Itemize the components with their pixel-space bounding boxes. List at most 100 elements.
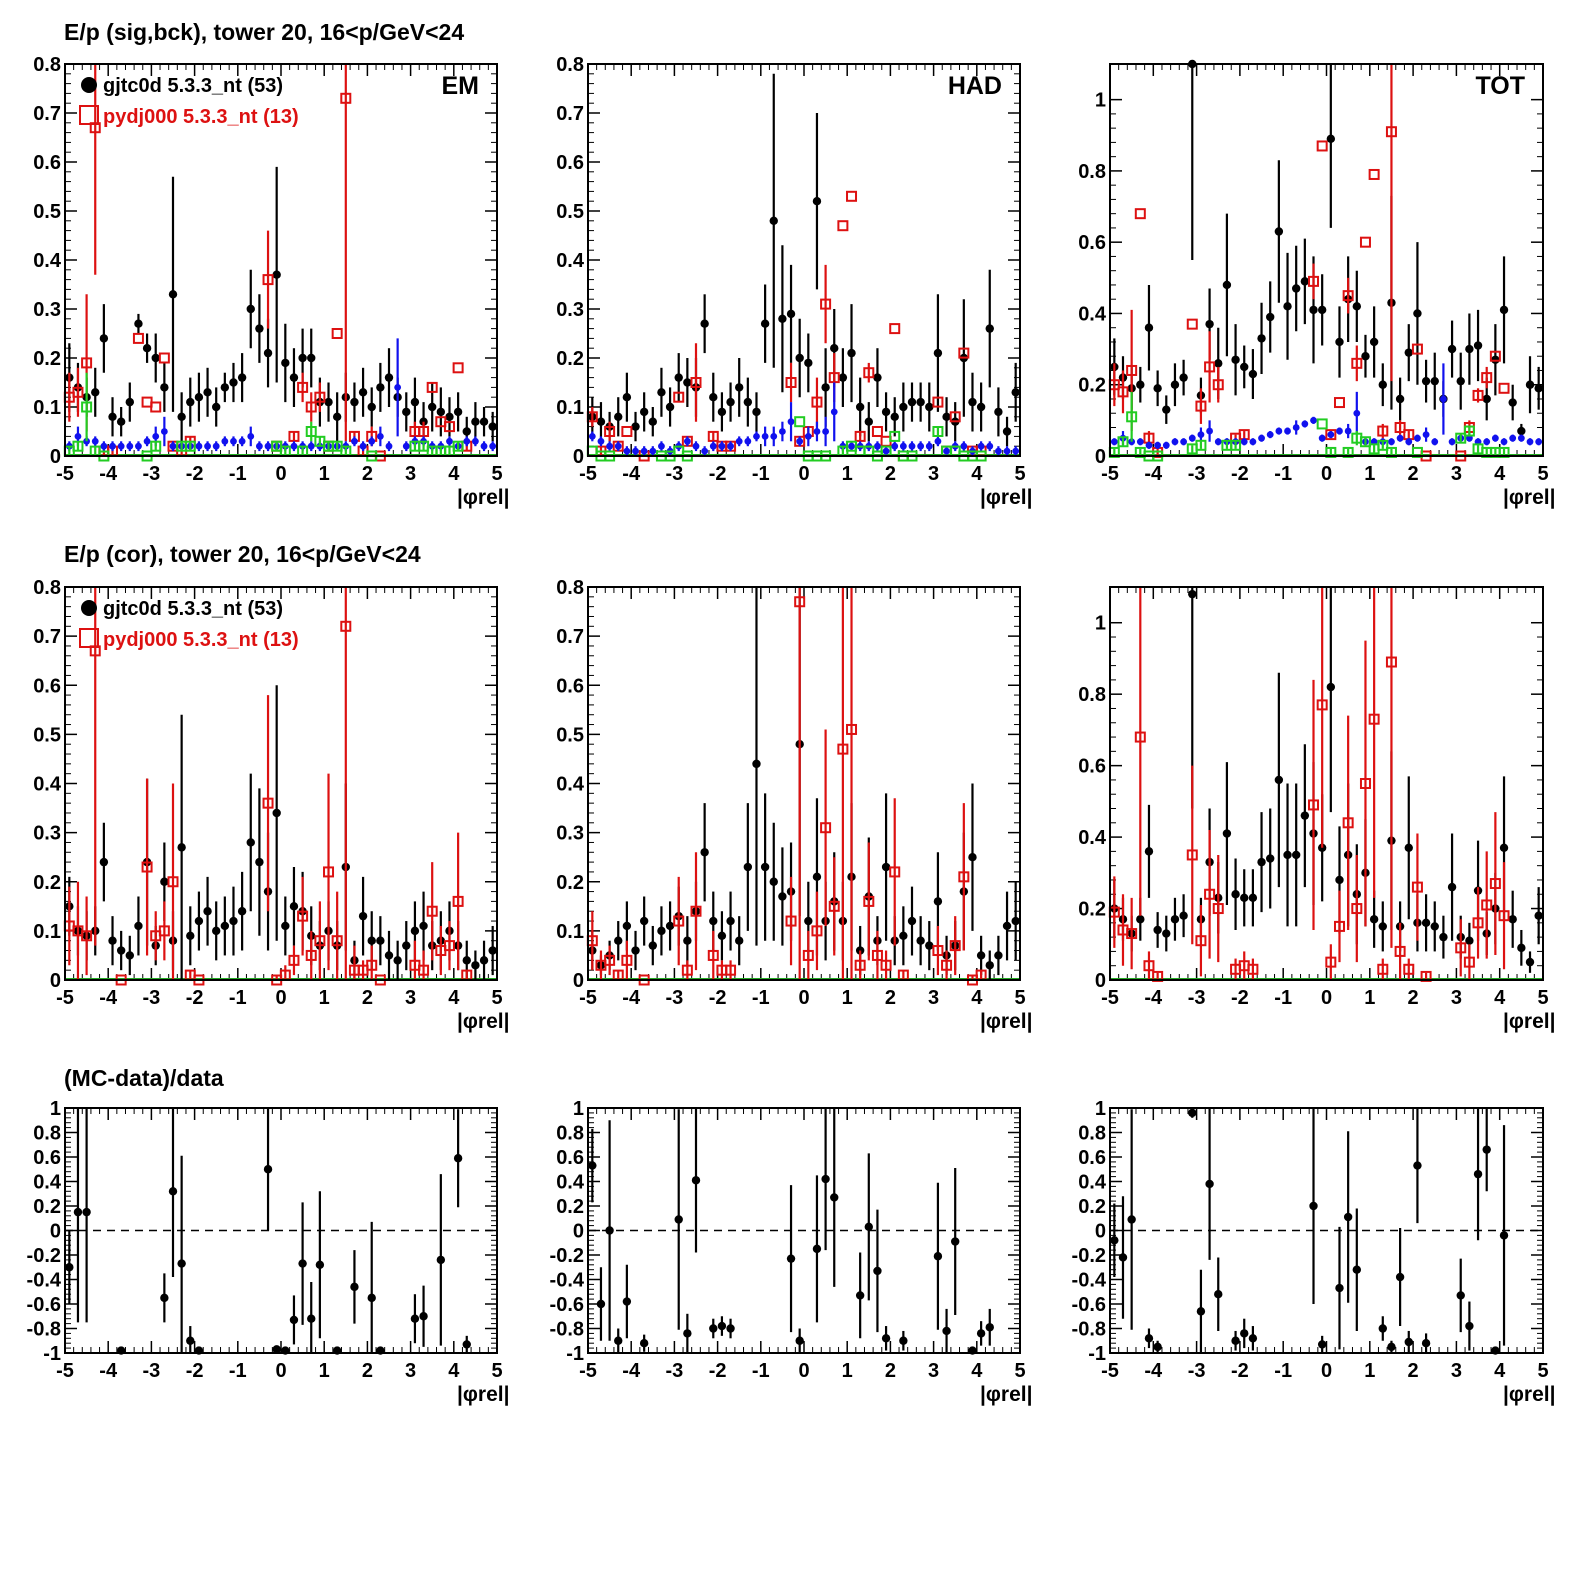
data-point-square [1126, 364, 1138, 376]
data-point-square [828, 372, 840, 384]
data-point-square [1117, 386, 1129, 398]
data-point-square [288, 430, 300, 442]
data-point [1352, 1265, 1362, 1274]
data-point-square [785, 377, 797, 388]
data-point [942, 1326, 951, 1336]
data-point-square [1377, 425, 1389, 437]
data-point-square [1481, 372, 1493, 384]
data-point [683, 936, 692, 945]
data-point-small [1422, 431, 1430, 439]
data-point-small [238, 437, 246, 445]
data-point-square [932, 426, 944, 437]
data-point [890, 412, 899, 421]
data-point-square [331, 328, 343, 339]
data-point-small [822, 428, 829, 435]
x-axis-label: |φrel| [1503, 486, 1555, 509]
data-point [665, 402, 675, 412]
data-point [804, 916, 813, 926]
data-point [639, 1339, 649, 1348]
data-point-small [1197, 431, 1205, 439]
y-tick-label: 0.4 [556, 1172, 585, 1194]
data-point-small [385, 442, 393, 450]
data-point [631, 422, 640, 431]
data-point [1369, 915, 1379, 924]
data-point [324, 397, 333, 407]
data-point-small [1448, 438, 1456, 446]
data-point-square [880, 959, 892, 971]
data-point-small [1284, 427, 1291, 435]
y-tick-label: 0.4 [33, 774, 62, 796]
data-point-square [1463, 425, 1475, 437]
data-point [1240, 362, 1249, 372]
x-tick-label: 0 [798, 987, 809, 1009]
data-point-small [588, 433, 596, 440]
data-point-square [1498, 382, 1510, 394]
data-point-small [230, 437, 237, 445]
data-point-square [1126, 928, 1138, 940]
data-point-small [692, 442, 700, 450]
plot-frame [1109, 586, 1544, 981]
data-point [899, 931, 908, 940]
x-tick-label: 4 [1494, 987, 1506, 1009]
data-point-square [418, 426, 430, 437]
data-point [596, 1299, 606, 1309]
data-point [108, 936, 117, 945]
data-point [639, 407, 649, 417]
x-tick-label: -5 [1101, 987, 1119, 1009]
y-tick-label: 0.6 [33, 152, 61, 174]
data-point-square [1333, 397, 1345, 409]
series-pydj000 [1108, 587, 1510, 982]
y-tick-label: 0.2 [556, 872, 584, 894]
x-tick-label: -5 [579, 463, 597, 485]
x-tick-label: -1 [229, 463, 247, 485]
data-point [683, 378, 692, 387]
series-pydj000 [586, 587, 987, 986]
data-point-small [264, 442, 272, 450]
data-point [367, 1293, 376, 1303]
data-point [160, 383, 169, 392]
data-point-small [1171, 438, 1179, 446]
data-point [376, 383, 385, 392]
data-point-square [863, 367, 875, 379]
data-point-small [1344, 427, 1352, 435]
data-point-small [1414, 434, 1421, 442]
x-tick-label: 3 [1451, 463, 1462, 485]
data-point-small [1258, 434, 1265, 442]
data-point-small [117, 442, 125, 450]
row-title-cor: E/p (cor), tower 20, 16<p/GeV<24 [64, 541, 421, 567]
data-point-square [340, 92, 352, 104]
data-point [985, 961, 994, 970]
data-point [795, 353, 804, 363]
x-tick-label: -2 [186, 987, 204, 1009]
data-point-small [1509, 434, 1517, 442]
y-tick-label: 0.4 [33, 1172, 62, 1194]
data-point [125, 397, 134, 407]
x-tick-label: -3 [143, 1360, 161, 1382]
data-point [994, 951, 1003, 960]
y-tick-label: 0.1 [556, 397, 584, 419]
data-point [916, 936, 925, 945]
x-tick-label: 2 [362, 987, 373, 1009]
data-point [1118, 1253, 1128, 1262]
data-point [1517, 943, 1526, 953]
data-point-small [212, 442, 220, 450]
data-point [1378, 922, 1387, 931]
y-tick-label: 0.8 [556, 1123, 584, 1145]
data-point-square [1359, 436, 1371, 448]
chart-panel-1-2: 0 0.2 0.4 0.6 0.8 1 -5 -4 -3 -2 -1 0 1 2 3 4 5|φrel| [1078, 586, 1555, 1033]
data-point [1170, 915, 1180, 924]
data-point-square [1368, 168, 1380, 180]
x-tick-label: 1 [319, 463, 330, 485]
y-tick-label: 0.8 [556, 54, 584, 76]
data-point-small [908, 442, 916, 450]
x-tick-label: -4 [99, 1360, 118, 1382]
data-point-small [813, 428, 821, 435]
data-point-square [837, 743, 849, 755]
data-point [358, 911, 368, 921]
data-point [674, 1215, 683, 1224]
x-tick-label: -5 [56, 987, 74, 1009]
data-point-square [1134, 731, 1146, 743]
data-point [1231, 1336, 1240, 1345]
x-tick-label: 3 [1451, 987, 1462, 1009]
x-tick-label: 5 [1014, 1360, 1025, 1382]
